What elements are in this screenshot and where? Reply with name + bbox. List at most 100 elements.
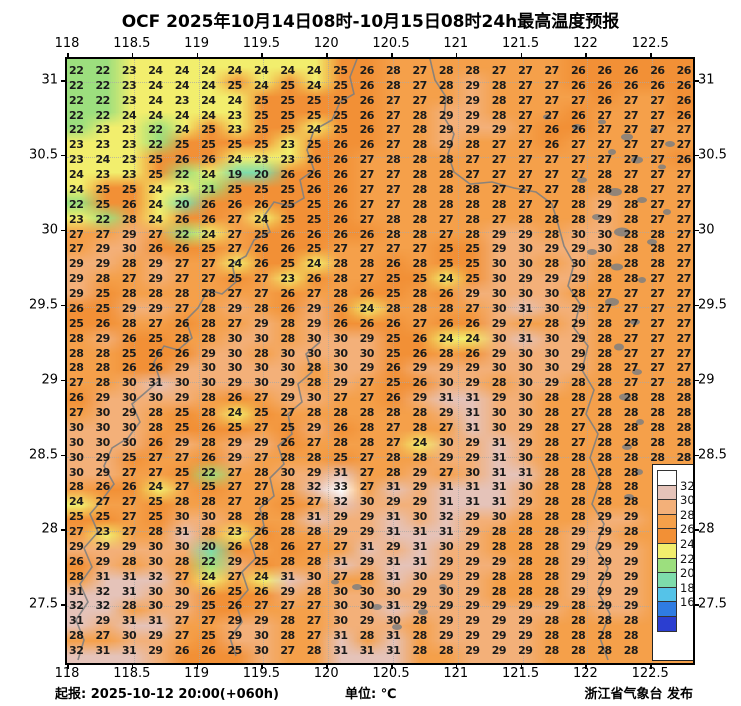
grid-cell: 26 xyxy=(121,197,137,211)
axis-tick-label: 30.5 xyxy=(29,147,58,163)
grid-cell: 28 xyxy=(412,614,427,628)
grid-cell: 25 xyxy=(386,331,401,345)
grid-cell: 22 xyxy=(95,78,110,92)
grid-cell: 29 xyxy=(465,361,480,375)
grid-cell: 27 xyxy=(623,376,639,390)
grid-cell: 28 xyxy=(412,108,427,122)
grid-cell: 22 xyxy=(201,465,216,479)
grid-cell: 27 xyxy=(95,227,110,241)
grid-cell: 25 xyxy=(306,242,322,256)
grid-cell: 29 xyxy=(95,450,110,464)
grid-cell: 26 xyxy=(597,93,612,107)
grid-cell: 25 xyxy=(227,644,243,658)
grid-cell: 29 xyxy=(253,435,269,449)
grid-cell: 32 xyxy=(95,584,110,598)
grid-cell: 28 xyxy=(412,227,427,241)
color-scale-legend: 32 30 28 26 24 22 20 18 16 xyxy=(652,464,695,661)
grid-cell: 29 xyxy=(597,212,612,226)
grid-cell: 27 xyxy=(676,168,692,182)
grid-cell: 28 xyxy=(253,465,269,479)
grid-cell: 26 xyxy=(280,242,295,256)
grid-cell: 25 xyxy=(201,138,216,152)
grid-cell: 26 xyxy=(227,599,243,613)
grid-cell: 28 xyxy=(359,569,375,583)
grid-cell: 30 xyxy=(518,257,533,271)
grid-cell: 29 xyxy=(227,614,243,628)
grid-cell: 29 xyxy=(69,257,84,271)
grid-cell: 29 xyxy=(306,420,322,434)
grid-cell: 26 xyxy=(359,63,375,77)
grid-cell: 27 xyxy=(359,197,375,211)
grid-cell: 29 xyxy=(412,584,427,598)
grid-cell: 25 xyxy=(386,376,401,390)
grid-cell: 27 xyxy=(518,63,533,77)
grid-cell: 25 xyxy=(174,465,190,479)
grid-cell: 29 xyxy=(174,391,190,405)
axis-tick-label: 121 xyxy=(443,36,469,51)
grid-cell: 27 xyxy=(121,272,137,286)
axis-tick-label: 29 xyxy=(41,372,58,388)
grid-cell: 28 xyxy=(597,257,612,271)
grid-cell: 29 xyxy=(280,391,295,405)
grid-cell: 30 xyxy=(491,361,507,375)
grid-cell: 29 xyxy=(174,435,190,449)
grid-cell: 28 xyxy=(148,420,163,434)
grid-cell: 28 xyxy=(544,480,560,494)
grid-cell: 25 xyxy=(280,420,295,434)
grid-cell: 26 xyxy=(333,197,348,211)
grid-cell: 28 xyxy=(95,272,110,286)
grid-cell: 31 xyxy=(359,539,375,553)
axis-tick-label: 118.5 xyxy=(113,666,151,681)
grid-cell: 28 xyxy=(518,525,533,539)
grid-cell: 28 xyxy=(676,450,692,464)
grid-cell: 25 xyxy=(333,78,348,92)
grid-cell: 27 xyxy=(650,182,665,196)
grid-cell: 30 xyxy=(491,257,507,271)
grid-cell: 25 xyxy=(95,510,110,524)
grid-cell: 27 xyxy=(465,153,480,167)
grid-cell: 26 xyxy=(359,138,375,152)
grid-cell: 29 xyxy=(359,510,375,524)
grid-cell: 28 xyxy=(412,182,427,196)
grid-cell: 28 xyxy=(491,376,507,390)
grid-cell: 23 xyxy=(227,108,243,122)
grid-cell: 25 xyxy=(95,301,110,315)
grid-cell: 27 xyxy=(306,435,322,449)
grid-cell: 29 xyxy=(69,287,84,301)
grid-cell: 30 xyxy=(359,599,375,613)
grid-cell: 23 xyxy=(69,212,84,226)
grid-cell: 27 xyxy=(518,182,533,196)
grid-cell: 25 xyxy=(306,93,322,107)
grid-cell: 25 xyxy=(253,123,269,137)
grid-cell: 28 xyxy=(201,406,216,420)
grid-cell: 31 xyxy=(491,495,507,509)
grid-cell: 24 xyxy=(95,153,110,167)
grid-cell: 27 xyxy=(650,331,665,345)
grid-cell: 32 xyxy=(438,510,454,524)
grid-cell: 24 xyxy=(227,93,243,107)
axis-tick-label: 122 xyxy=(572,36,598,51)
tick-mark xyxy=(131,665,134,669)
grid-cell: 33 xyxy=(333,480,348,494)
gridline xyxy=(652,59,654,663)
tick-mark xyxy=(695,304,699,307)
grid-cell: 26 xyxy=(359,123,375,137)
grid-cell: 28 xyxy=(570,465,586,479)
grid-cell: 30 xyxy=(359,495,375,509)
grid-cell: 28 xyxy=(544,257,560,271)
grid-cell: 27 xyxy=(623,346,639,360)
grid-cell: 28 xyxy=(148,406,163,420)
grid-cell: 24 xyxy=(227,406,243,420)
grid-cell: 31 xyxy=(306,510,322,524)
grid-cell: 31 xyxy=(465,480,480,494)
grid-cell: 27 xyxy=(306,599,322,613)
grid-cell: 24 xyxy=(227,257,243,271)
grid-cell: 28 xyxy=(69,569,84,583)
grid-cell: 27 xyxy=(544,197,560,211)
grid-cell: 30 xyxy=(69,465,84,479)
grid-cell: 28 xyxy=(69,331,84,345)
grid-cell: 27 xyxy=(386,182,401,196)
grid-cell: 30 xyxy=(438,435,454,449)
grid-cell: 30 xyxy=(95,406,110,420)
grid-cell: 27 xyxy=(148,465,163,479)
